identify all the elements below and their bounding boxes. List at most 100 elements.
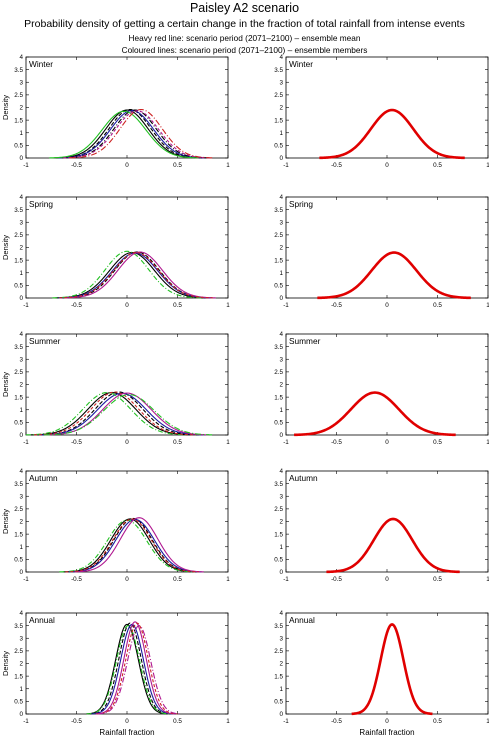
y-axis-label: Density [1, 95, 10, 120]
y-tick-label: 0.5 [14, 557, 23, 564]
y-tick-label: 3.5 [14, 623, 23, 630]
y-tick-label: 1.5 [14, 673, 23, 680]
ensemble-member-curve [64, 251, 216, 299]
legend-line-mean: Heavy red line: scenario period (2071–21… [128, 33, 361, 43]
x-tick-label: 0 [385, 439, 389, 446]
panel-label: Spring [289, 199, 313, 209]
panel-label: Summer [289, 336, 321, 346]
y-tick-label: 0.5 [14, 699, 23, 706]
panel-label: Annual [29, 615, 55, 625]
x-tick-label: 0 [125, 718, 129, 725]
density-panel-annual-members: 0 0.5 1 1.5 2 2.5 3 3.5 4 -1 -0.5 0 0.5 1 Annual Densit… [1, 610, 230, 735]
x-tick-label: -0.5 [71, 302, 82, 309]
y-tick-label: 4 [279, 468, 283, 475]
y-tick-label: 2 [19, 661, 23, 668]
y-tick-label: 0 [279, 295, 283, 302]
density-panel-annual-mean: 0 0.5 1 1.5 2 2.5 3 3.5 4 -1 -0.5 0 0.5 1 Annual Rainfa… [274, 610, 489, 735]
y-tick-label: 2 [279, 105, 283, 112]
y-tick-label: 3 [279, 493, 283, 500]
y-tick-label: 1 [19, 270, 23, 277]
ensemble-member-curve [52, 250, 202, 299]
plot-frame [25, 196, 229, 299]
ensemble-member-curve [62, 109, 208, 159]
y-tick-label: 4 [19, 468, 23, 475]
plot-frame [285, 196, 489, 299]
y-tick-label: 2.5 [14, 506, 23, 513]
ensemble-member-curve [67, 517, 199, 573]
y-tick-label: 4 [19, 610, 23, 617]
ensemble-mean-curve [294, 391, 456, 437]
ensemble-member-curve [59, 251, 213, 299]
y-tick-label: 2.5 [14, 369, 23, 376]
x-tick-label: -0.5 [71, 162, 82, 169]
y-tick-label: 3.5 [274, 67, 283, 74]
x-tick-label: 1 [486, 718, 489, 725]
y-tick-label: 0 [279, 155, 283, 162]
ensemble-member-curve [89, 622, 171, 715]
figure-title: Paisley A2 scenario [189, 1, 300, 15]
x-tick-label: 1 [486, 162, 489, 169]
plot-frame [285, 56, 489, 159]
panel-label: Autumn [289, 473, 318, 483]
figure-subtitle: Probability density of getting a certain… [24, 18, 465, 30]
y-tick-label: 0.5 [274, 420, 283, 427]
y-tick-label: 2.5 [274, 92, 283, 99]
x-tick-label: 1 [486, 302, 489, 309]
x-tick-label: 0.5 [173, 718, 182, 725]
y-tick-label: 1 [19, 130, 23, 137]
y-tick-label: 4 [19, 331, 23, 338]
density-panel-summer-mean: 0 0.5 1 1.5 2 2.5 3 3.5 4 -1 -0.5 0 0.5 1 Summer [274, 331, 489, 446]
y-tick-label: 4 [19, 194, 23, 201]
x-tick-label: -1 [283, 302, 289, 309]
ensemble-member-curve [38, 391, 200, 436]
panel-label: Annual [289, 615, 315, 625]
ensemble-member-curve [58, 109, 206, 159]
x-tick-label: 0 [125, 576, 129, 583]
x-tick-label: 0.5 [433, 162, 442, 169]
y-tick-label: 2.5 [274, 232, 283, 239]
x-tick-label: -0.5 [71, 439, 82, 446]
x-tick-label: 0 [385, 302, 389, 309]
plot-frame [285, 333, 489, 436]
ensemble-member-curve [91, 623, 173, 715]
ensemble-member-curve [63, 518, 197, 573]
ensemble-member-curve [44, 394, 214, 436]
y-tick-label: 1.5 [274, 394, 283, 401]
x-tick-label: -1 [283, 718, 289, 725]
x-tick-label: 1 [226, 576, 230, 583]
density-panel-spring-mean: 0 0.5 1 1.5 2 2.5 3 3.5 4 -1 -0.5 0 0.5 1 Spring [274, 194, 489, 309]
panel-label: Winter [29, 59, 53, 69]
y-tick-label: 3 [279, 219, 283, 226]
x-tick-label: 0.5 [433, 718, 442, 725]
y-tick-label: 2.5 [14, 648, 23, 655]
x-tick-label: 0.5 [433, 576, 442, 583]
y-tick-label: 0 [19, 711, 23, 718]
y-tick-label: 4 [279, 194, 283, 201]
y-tick-label: 0.5 [274, 557, 283, 564]
y-tick-label: 1 [19, 544, 23, 551]
y-tick-label: 0.5 [274, 283, 283, 290]
y-tick-label: 1 [279, 544, 283, 551]
x-tick-label: -0.5 [71, 718, 82, 725]
y-tick-label: 0 [19, 295, 23, 302]
y-tick-label: 4 [279, 54, 283, 61]
x-tick-label: -0.5 [331, 162, 342, 169]
ensemble-member-curve [95, 621, 175, 715]
ensemble-member-curve [58, 108, 202, 159]
y-tick-label: 0.5 [14, 143, 23, 150]
y-tick-label: 2 [279, 245, 283, 252]
y-tick-label: 3 [19, 493, 23, 500]
density-panel-autumn-mean: 0 0.5 1 1.5 2 2.5 3 3.5 4 -1 -0.5 0 0.5 1 Autumn [274, 468, 489, 583]
y-tick-label: 2 [279, 661, 283, 668]
ensemble-mean-curve [317, 251, 471, 300]
legend-line-members: Coloured lines: scenario period (2071–21… [121, 45, 368, 55]
y-tick-label: 0 [279, 711, 283, 718]
y-tick-label: 2 [279, 519, 283, 526]
ensemble-mean-curve [351, 622, 433, 716]
y-tick-label: 2 [279, 382, 283, 389]
y-axis-label: Density [1, 509, 10, 534]
density-panel-winter-members: 0 0.5 1 1.5 2 2.5 3 3.5 4 -1 -0.5 0 0.5 1 Winter Densit… [1, 54, 230, 169]
x-tick-label: 1 [486, 576, 489, 583]
x-tick-label: 1 [226, 162, 230, 169]
x-tick-label: -1 [283, 439, 289, 446]
